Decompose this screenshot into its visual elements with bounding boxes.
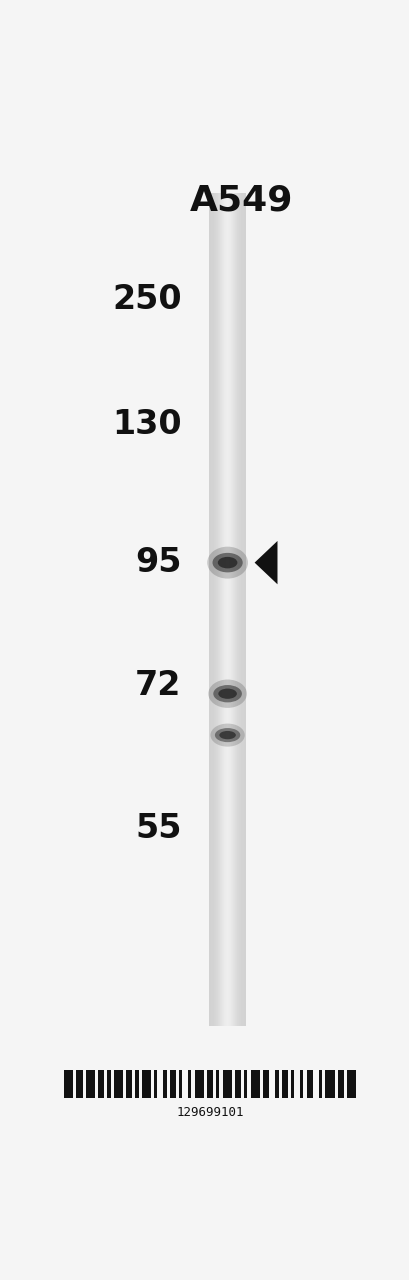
Bar: [188, 1070, 191, 1098]
Bar: [299, 1070, 303, 1098]
Bar: [234, 1070, 240, 1098]
Ellipse shape: [218, 689, 236, 699]
Bar: [290, 1070, 293, 1098]
Bar: [154, 1070, 157, 1098]
Bar: [262, 1070, 269, 1098]
Bar: [85, 1070, 95, 1098]
Bar: [179, 1070, 182, 1098]
Bar: [135, 1070, 138, 1098]
Text: 250: 250: [112, 283, 181, 316]
Bar: [169, 1070, 175, 1098]
Text: 95: 95: [135, 547, 181, 579]
Bar: [107, 1070, 110, 1098]
Bar: [163, 1070, 166, 1098]
Bar: [250, 1070, 259, 1098]
Bar: [275, 1070, 278, 1098]
Bar: [346, 1070, 355, 1098]
Bar: [76, 1070, 83, 1098]
Bar: [142, 1070, 151, 1098]
Polygon shape: [254, 541, 277, 584]
Bar: [194, 1070, 203, 1098]
Ellipse shape: [217, 557, 237, 568]
Ellipse shape: [208, 680, 246, 708]
Ellipse shape: [212, 553, 242, 572]
Text: 55: 55: [135, 813, 181, 845]
Bar: [318, 1070, 321, 1098]
Bar: [281, 1070, 287, 1098]
Bar: [64, 1070, 73, 1098]
Text: 129699101: 129699101: [176, 1106, 243, 1119]
Bar: [324, 1070, 334, 1098]
Ellipse shape: [214, 728, 240, 742]
Bar: [216, 1070, 219, 1098]
Bar: [207, 1070, 213, 1098]
Ellipse shape: [213, 685, 241, 703]
Bar: [113, 1070, 123, 1098]
Text: 72: 72: [135, 669, 181, 703]
Ellipse shape: [219, 731, 235, 740]
Bar: [222, 1070, 231, 1098]
Ellipse shape: [207, 547, 247, 579]
Bar: [126, 1070, 132, 1098]
Bar: [306, 1070, 312, 1098]
Text: 130: 130: [112, 408, 181, 442]
Bar: [98, 1070, 104, 1098]
Text: A549: A549: [190, 183, 293, 218]
Bar: [244, 1070, 247, 1098]
Ellipse shape: [210, 723, 244, 746]
Bar: [337, 1070, 343, 1098]
